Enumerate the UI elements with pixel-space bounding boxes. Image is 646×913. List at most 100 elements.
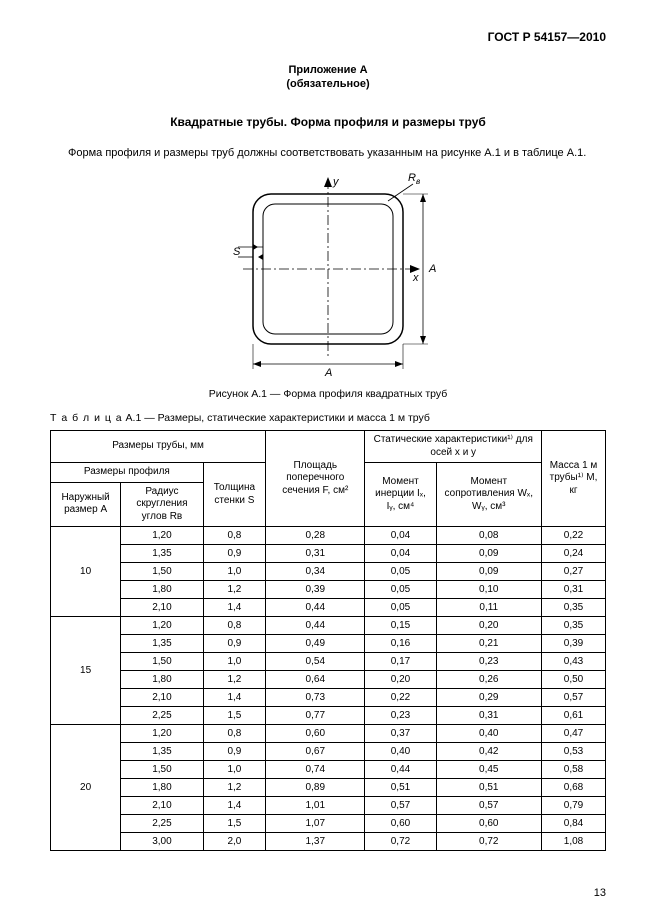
cell-value: 0,60 [436, 815, 542, 833]
cell-value: 0,58 [542, 761, 606, 779]
cell-value: 2,0 [203, 833, 265, 851]
cell-value: 1,07 [266, 815, 365, 833]
th-outer: Наружный размер А [51, 482, 121, 527]
label-x: x [412, 272, 419, 284]
cell-value: 0,16 [365, 635, 436, 653]
cell-value: 1,01 [266, 797, 365, 815]
cell-value: 0,24 [542, 545, 606, 563]
cell-value: 0,47 [542, 725, 606, 743]
table-caption: Т а б л и ц а А.1 — Размеры, статические… [50, 412, 606, 424]
appendix-subtitle: (обязательное) [50, 78, 606, 90]
cell-value: 0,9 [203, 635, 265, 653]
cell-value: 0,04 [365, 545, 436, 563]
cell-value: 0,79 [542, 797, 606, 815]
cell-value: 0,44 [365, 761, 436, 779]
cell-value: 0,35 [542, 617, 606, 635]
cell-value: 0,42 [436, 743, 542, 761]
cell-value: 0,8 [203, 527, 265, 545]
cell-value: 1,08 [542, 833, 606, 851]
cell-value: 1,5 [203, 707, 265, 725]
standard-id: ГОСТ Р 54157—2010 [50, 30, 606, 44]
cell-value: 0,61 [542, 707, 606, 725]
cell-value: 0,26 [436, 671, 542, 689]
cell-value: 0,05 [365, 599, 436, 617]
cell-value: 0,8 [203, 617, 265, 635]
cell-value: 0,27 [542, 563, 606, 581]
cell-value: 1,0 [203, 761, 265, 779]
cell-value: 1,50 [121, 563, 203, 581]
cell-value: 0,05 [365, 563, 436, 581]
cell-value: 0,51 [436, 779, 542, 797]
cell-value: 1,4 [203, 797, 265, 815]
cell-value: 1,50 [121, 761, 203, 779]
cell-value: 0,23 [436, 653, 542, 671]
cell-value: 0,67 [266, 743, 365, 761]
cell-value: 1,50 [121, 653, 203, 671]
cell-value: 1,2 [203, 671, 265, 689]
cell-value: 0,22 [365, 689, 436, 707]
cell-value: 0,35 [542, 599, 606, 617]
cell-value: 0,77 [266, 707, 365, 725]
th-mass: Масса 1 м трубы¹⁾ М, кг [542, 431, 606, 527]
cell-value: 0,04 [365, 527, 436, 545]
label-rc: R [408, 172, 416, 184]
cell-value: 0,09 [436, 545, 542, 563]
intro-text: Форма профиля и размеры труб должны соот… [50, 147, 606, 159]
label-y: y [332, 176, 340, 188]
cell-value: 0,05 [365, 581, 436, 599]
label-a-right: А [428, 263, 436, 275]
cell-value: 0,39 [542, 635, 606, 653]
cell-value: 0,9 [203, 743, 265, 761]
cell-outer-size: 20 [51, 725, 121, 851]
cell-value: 1,35 [121, 635, 203, 653]
cell-value: 0,15 [365, 617, 436, 635]
label-s: S [233, 246, 241, 258]
cell-value: 0,40 [436, 725, 542, 743]
cell-value: 0,34 [266, 563, 365, 581]
cell-value: 1,80 [121, 779, 203, 797]
cell-value: 0,22 [542, 527, 606, 545]
cell-value: 0,43 [542, 653, 606, 671]
cell-value: 0,54 [266, 653, 365, 671]
cell-value: 1,4 [203, 689, 265, 707]
cell-value: 1,4 [203, 599, 265, 617]
cell-value: 0,39 [266, 581, 365, 599]
cell-value: 0,11 [436, 599, 542, 617]
cell-value: 0,29 [436, 689, 542, 707]
th-tube-dims: Размеры трубы, мм [51, 431, 266, 463]
cell-value: 2,10 [121, 797, 203, 815]
cell-value: 0,45 [436, 761, 542, 779]
cell-value: 0,68 [542, 779, 606, 797]
cell-value: 0,64 [266, 671, 365, 689]
cell-value: 0,60 [365, 815, 436, 833]
cell-value: 0,23 [365, 707, 436, 725]
cell-value: 0,17 [365, 653, 436, 671]
svg-text:в: в [416, 177, 420, 186]
cell-value: 1,2 [203, 779, 265, 797]
cell-value: 1,35 [121, 743, 203, 761]
cell-value: 0,89 [266, 779, 365, 797]
cell-value: 0,28 [266, 527, 365, 545]
cell-value: 2,10 [121, 689, 203, 707]
appendix-title: Приложение А [50, 64, 606, 76]
profile-figure: S y x R в A А [50, 169, 606, 382]
cell-value: 0,44 [266, 599, 365, 617]
cell-value: 3,00 [121, 833, 203, 851]
cell-value: 2,25 [121, 815, 203, 833]
cell-value: 1,37 [266, 833, 365, 851]
cell-value: 0,57 [365, 797, 436, 815]
cell-value: 0,49 [266, 635, 365, 653]
th-inertia: Момент инерции Iₓ, Iᵧ, см⁴ [365, 463, 436, 527]
main-title: Квадратные трубы. Форма профиля и размер… [50, 115, 606, 129]
cell-value: 1,5 [203, 815, 265, 833]
cell-value: 0,20 [365, 671, 436, 689]
cell-value: 1,2 [203, 581, 265, 599]
cell-value: 0,57 [542, 689, 606, 707]
cell-value: 0,72 [436, 833, 542, 851]
cell-value: 0,72 [365, 833, 436, 851]
label-a-bottom: A [324, 367, 332, 379]
cell-value: 0,84 [542, 815, 606, 833]
cell-value: 0,73 [266, 689, 365, 707]
cell-value: 0,57 [436, 797, 542, 815]
cell-value: 0,8 [203, 725, 265, 743]
